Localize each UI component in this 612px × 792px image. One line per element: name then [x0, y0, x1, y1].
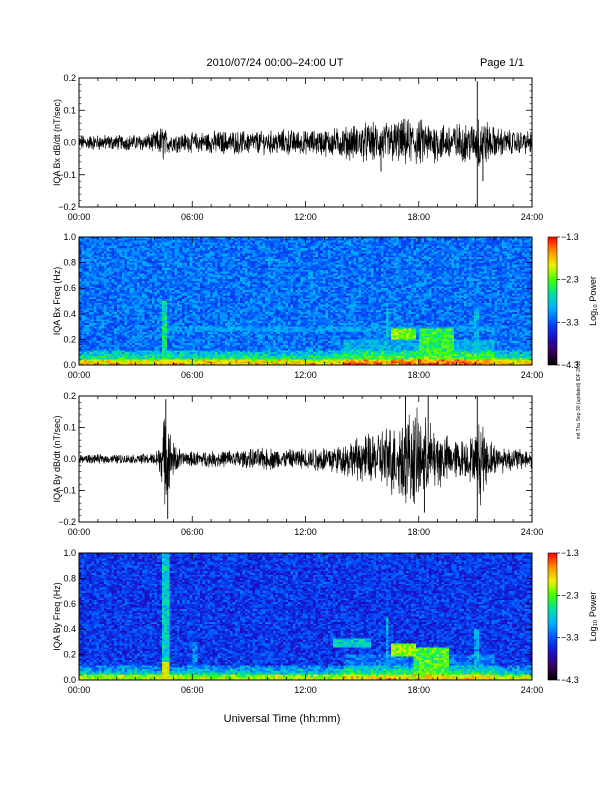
by-dbdt-panel: 00:00 06:00 12:00 18:00 24:00 0.2 0.1 0.0 −0.1 −0… — [52, 391, 543, 537]
y-tick-label: 0.4 — [63, 624, 76, 634]
x-tick-label: 06:00 — [181, 527, 204, 537]
y-tick-label: 0.6 — [63, 599, 76, 609]
y-tick-label: 0.8 — [63, 573, 76, 583]
colorbar-tick-label: −4.3 — [561, 675, 579, 685]
y-tick-label: −0.1 — [58, 486, 76, 496]
x-tick-label: 12:00 — [294, 685, 317, 695]
x-tick-label: 00:00 — [68, 212, 91, 222]
x-tick-label: 12:00 — [294, 527, 317, 537]
y-axis-label: IQA By Freq (Hz) — [52, 582, 62, 651]
colorbar-label: Log₁₀ Power — [588, 592, 598, 642]
y-tick-label: 0.6 — [63, 283, 76, 293]
x-tick-label: 06:00 — [181, 370, 204, 380]
x-tick-label: 18:00 — [407, 685, 430, 695]
x-tick-label: 24:00 — [521, 685, 544, 695]
x-tick-label: 12:00 — [294, 370, 317, 380]
x-tick-label: 00:00 — [68, 527, 91, 537]
x-tick-label: 24:00 — [521, 370, 544, 380]
y-tick-label: 0.2 — [63, 334, 76, 344]
y-tick-label: 0.2 — [63, 73, 76, 83]
x-tick-label: 12:00 — [294, 212, 317, 222]
bx-spectrogram-panel: −1.3 −2.3 −3.3 −4.3 Log₁₀ Power 00:00 06:00 12:… — [52, 232, 598, 380]
colorbar — [547, 552, 558, 681]
series-trace — [78, 407, 533, 506]
colorbar-tick-label: −1.3 — [561, 548, 579, 558]
colorbar-tick-label: −2.3 — [561, 590, 579, 600]
series-trace — [78, 118, 533, 167]
x-tick-label: 18:00 — [407, 370, 430, 380]
colorbar-tick-label: −1.3 — [561, 232, 579, 242]
y-tick-label: 0.4 — [63, 309, 76, 319]
y-tick-label: 1.0 — [63, 232, 76, 242]
y-tick-label: 0.2 — [63, 391, 76, 401]
x-tick-label: 24:00 — [521, 527, 544, 537]
spectrogram-image — [79, 553, 532, 680]
figure-title: 2010/07/24 00:00–24:00 UT — [206, 57, 343, 69]
side-annotation: mit Thu Sep 30 (updated) IDF 2010 — [576, 361, 582, 440]
x-tick-label: 24:00 — [521, 212, 544, 222]
colorbar-tick-label: −4.3 — [561, 360, 579, 370]
colorbar-tick-label: −3.3 — [561, 317, 579, 327]
y-tick-label: 0.1 — [63, 105, 76, 115]
y-axis-label: IQA Bx Freq (Hz) — [52, 267, 62, 336]
y-tick-label: 0.0 — [63, 675, 76, 685]
colorbar-label: Log₁₀ Power — [588, 276, 598, 326]
x-tick-label: 06:00 — [181, 212, 204, 222]
by-spectrogram-panel: −1.3 −2.3 −3.3 −4.3 Log₁₀ Power 00:00 06:00 12:… — [52, 548, 598, 695]
x-axis-title: Universal Time (hh:mm) — [224, 713, 341, 725]
y-tick-label: 0.0 — [63, 138, 76, 148]
y-tick-label: 1.0 — [63, 548, 76, 558]
x-tick-label: 00:00 — [68, 370, 91, 380]
y-tick-label: 0.1 — [63, 423, 76, 433]
x-tick-label: 00:00 — [68, 685, 91, 695]
x-tick-label: 18:00 — [407, 527, 430, 537]
y-tick-label: 0.0 — [63, 454, 76, 464]
colorbar — [547, 236, 558, 366]
y-axis-label: IQA By dB/dt (nT/sec) — [52, 415, 62, 502]
colorbar-tick-label: −3.3 — [561, 633, 579, 643]
y-tick-label: −0.2 — [58, 517, 76, 527]
x-tick-label: 18:00 — [407, 212, 430, 222]
y-tick-label: 0.2 — [63, 650, 76, 660]
x-tick-label: 06:00 — [181, 685, 204, 695]
spectrogram-image — [79, 237, 532, 365]
y-tick-label: 0.8 — [63, 258, 76, 268]
colorbar-tick-label: −2.3 — [561, 275, 579, 285]
y-tick-label: −0.1 — [58, 170, 76, 180]
y-tick-label: −0.2 — [58, 202, 76, 212]
bx-dbdt-panel: 00:00 06:00 12:00 18:00 24:00 0.2 0.1 0.0 −0.1 −0… — [52, 73, 543, 222]
page-indicator: Page 1/1 — [480, 57, 524, 69]
y-axis-label: IQA Bx dB/dt (nT/sec) — [52, 99, 62, 186]
y-tick-label: 0.0 — [63, 360, 76, 370]
